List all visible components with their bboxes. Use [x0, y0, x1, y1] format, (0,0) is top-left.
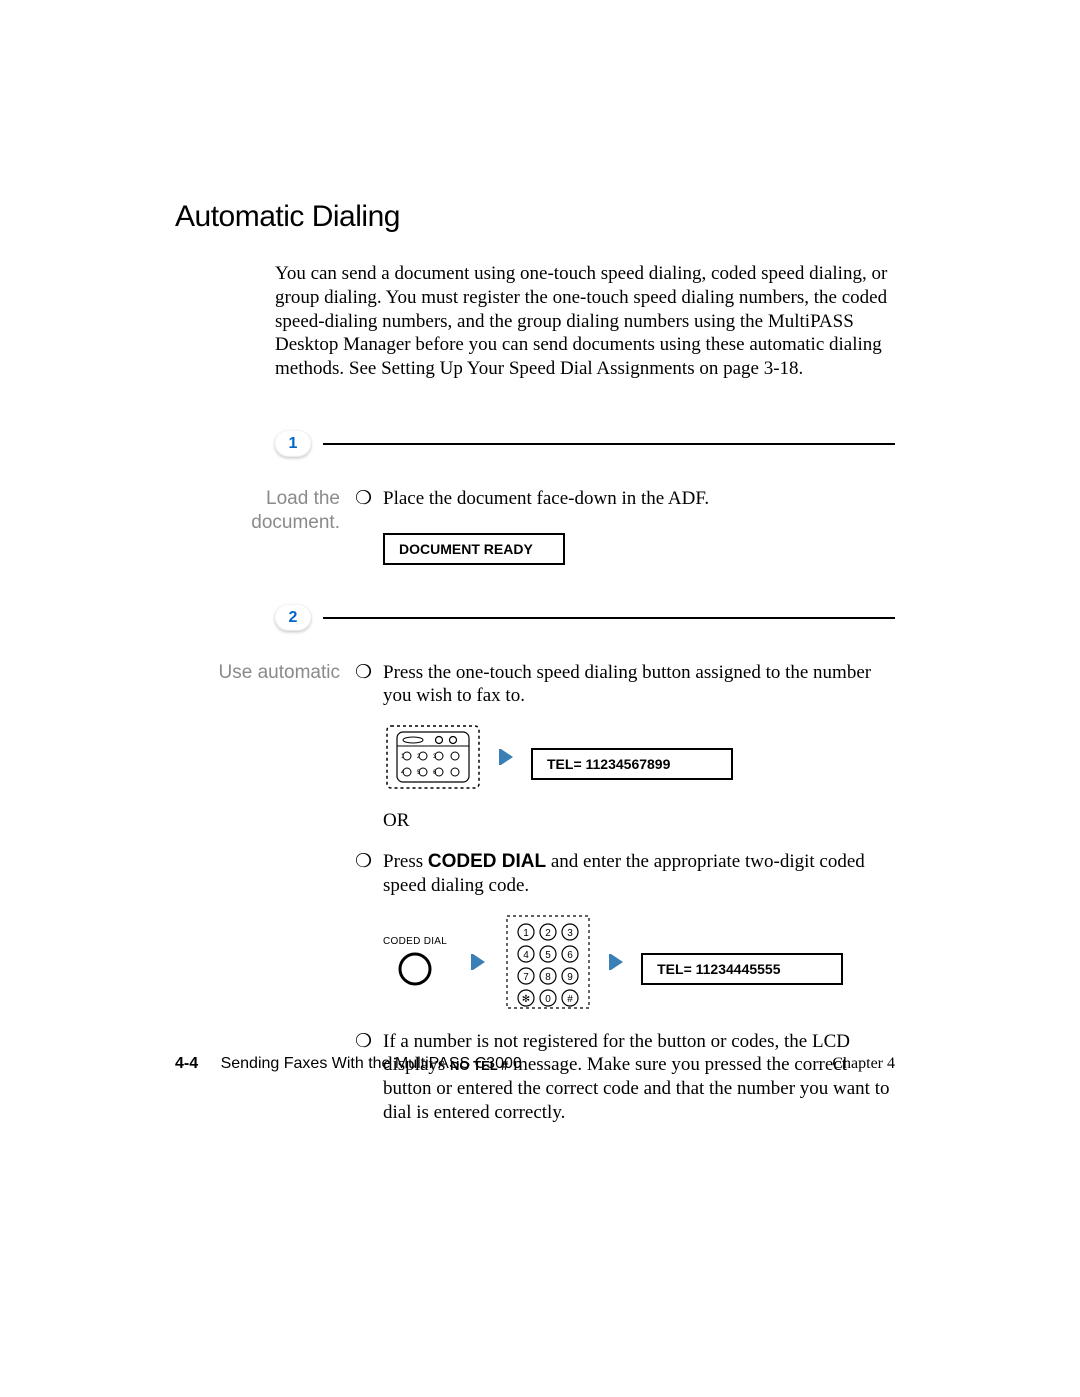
bullet-icon: ❍	[355, 661, 383, 709]
svg-text:7: 7	[523, 972, 529, 983]
lcd-display: TEL= 11234445555	[641, 953, 843, 985]
manual-page: Automatic Dialing You can send a documen…	[175, 200, 895, 1143]
section-heading: Automatic Dialing	[175, 200, 895, 234]
svg-text:8: 8	[545, 972, 551, 983]
intro-paragraph: You can send a document using one-touch …	[275, 262, 895, 381]
coded-dial-diagram: CODED DIAL 1 2 3 4	[383, 912, 895, 1012]
svg-text:5: 5	[545, 950, 551, 961]
rule-icon	[323, 443, 895, 445]
step-1-bullet-text: Place the document face-down in the ADF.	[383, 487, 895, 511]
arrow-right-icon	[467, 950, 491, 974]
step-2-bullet-1-text: Press the one-touch speed dialing button…	[383, 661, 895, 709]
svg-text:#: #	[567, 994, 573, 1005]
arrow-right-icon	[605, 950, 629, 974]
step-1-label: Load the document.	[175, 487, 355, 565]
step-1-bullet: ❍ Place the document face-down in the AD…	[355, 487, 895, 511]
step-2-bullet-3: ❍ If a number is not registered for the …	[355, 1030, 895, 1125]
svg-text:✻: ✻	[522, 994, 530, 1005]
speed-dial-pad-icon: 1 2 3 4 5 6	[383, 722, 483, 792]
step-2-bullet-2-text: Press CODED DIAL and enter the appropria…	[383, 850, 895, 898]
step-2-bullet-1: ❍ Press the one-touch speed dialing butt…	[355, 661, 895, 709]
step-1-header: 1	[275, 431, 895, 457]
svg-text:2: 2	[545, 928, 551, 939]
lcd-display: TEL= 11234567899	[531, 748, 733, 780]
coded-dial-button: CODED DIAL	[383, 936, 447, 987]
keypad-icon: 1 2 3 4 5 6 7 8 9 ✻ 0 #	[503, 912, 593, 1012]
svg-text:9: 9	[567, 972, 573, 983]
page-number: 4-4	[175, 1055, 198, 1072]
bullet-icon: ❍	[355, 850, 383, 898]
rule-icon	[323, 617, 895, 619]
page-footer: 4-4 Sending Faxes With the MultiPASS C30…	[175, 1055, 895, 1073]
svg-text:4: 4	[523, 950, 529, 961]
step-2-badge: 2	[275, 605, 311, 631]
bullet-icon: ❍	[355, 1030, 383, 1125]
svg-text:3: 3	[567, 928, 573, 939]
coded-dial-button-icon	[397, 951, 433, 987]
svg-text:0: 0	[545, 994, 551, 1005]
coded-dial-label: CODED DIAL	[383, 936, 447, 947]
step-1-content: ❍ Place the document face-down in the AD…	[355, 487, 895, 565]
step-1-body: Load the document. ❍ Place the document …	[175, 487, 895, 565]
footer-chapter: Chapter 4	[832, 1055, 895, 1073]
footer-title: Sending Faxes With the MultiPASS C3000	[221, 1055, 522, 1072]
or-label: OR	[383, 810, 895, 832]
speed-dial-diagram: 1 2 3 4 5 6 TEL= 11234567899	[383, 722, 895, 792]
step-2-bullet-3-text: If a number is not registered for the bu…	[383, 1030, 895, 1125]
step-1-label-line1: Load the	[266, 488, 340, 509]
step-2-bullet-2: ❍ Press CODED DIAL and enter the appropr…	[355, 850, 895, 898]
lcd-display: DOCUMENT READY	[383, 533, 565, 565]
svg-text:6: 6	[567, 950, 573, 961]
footer-left: 4-4 Sending Faxes With the MultiPASS C30…	[175, 1055, 522, 1073]
step-1-label-line2: document.	[251, 512, 340, 533]
arrow-right-icon	[495, 745, 519, 769]
step-2-header: 2	[275, 605, 895, 631]
svg-text:1: 1	[523, 928, 529, 939]
bullet-icon: ❍	[355, 487, 383, 511]
step-1-badge: 1	[275, 431, 311, 457]
